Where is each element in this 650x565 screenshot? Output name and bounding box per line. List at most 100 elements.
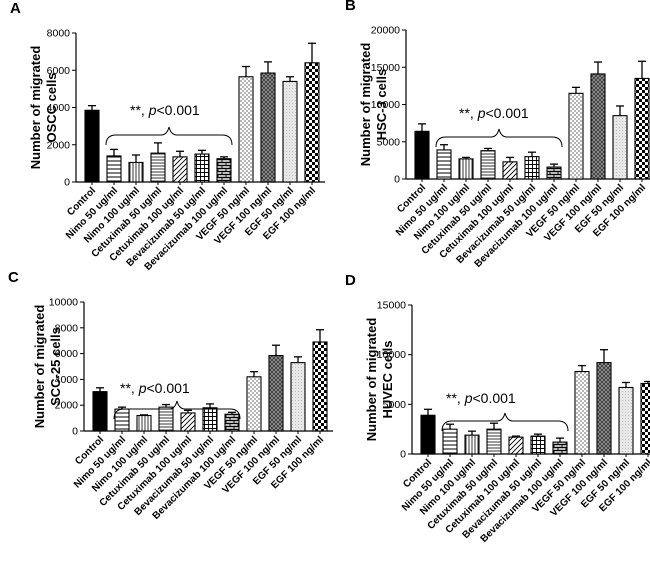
annotation-threshold: <0.001 <box>146 380 189 396</box>
bar <box>114 408 130 432</box>
y-tick-label: 8000 <box>55 322 79 334</box>
bar <box>552 441 568 455</box>
bar <box>524 156 540 180</box>
y-tick-label: 0 <box>72 426 78 438</box>
bar <box>224 413 240 432</box>
y-axis-label: Number of migratedSCC-25 cells <box>32 305 63 429</box>
annotation-threshold: <0.001 <box>156 102 199 118</box>
y-tick-label: 5000 <box>377 136 401 148</box>
y-axis-label-line1: Number of migrated <box>364 318 379 442</box>
y-axis-label: Number of migratedOSCC cells <box>28 46 59 170</box>
bar <box>530 435 546 455</box>
annotation-stars: **, <box>130 102 149 118</box>
y-axis-label-line2: HUVEC cells <box>380 340 395 418</box>
bar <box>312 341 328 432</box>
y-tick-label: 4000 <box>47 102 71 114</box>
bar <box>546 166 562 180</box>
y-tick-label: 15000 <box>371 62 400 74</box>
significance-annotation: **, p<0.001 <box>130 102 200 118</box>
y-axis-label-line2: OSCC cells <box>44 72 59 142</box>
bar <box>282 80 298 183</box>
bar <box>246 376 262 432</box>
bar <box>436 149 452 180</box>
bar <box>596 362 612 455</box>
bar <box>128 161 144 183</box>
panel-letter: C <box>8 269 19 286</box>
bar <box>84 109 100 183</box>
y-axis-label-line1: Number of migrated <box>28 46 43 170</box>
bar <box>260 72 276 183</box>
annotation-p: p <box>464 390 473 406</box>
bar <box>420 414 436 455</box>
panel-d: D Number of migratedHUVEC cells 0 5000 10000… <box>345 272 650 545</box>
annotation-stars: **, <box>446 390 465 406</box>
bar <box>464 434 480 455</box>
bar <box>180 412 196 432</box>
y-tick-label: 10000 <box>377 349 406 361</box>
y-axis-label-line2: SCC-25 cells <box>48 327 63 406</box>
bar <box>486 428 502 455</box>
bar <box>290 362 306 432</box>
significance-bracket <box>113 400 241 420</box>
y-tick-label: 2000 <box>47 139 71 151</box>
panel-c: C Number of migratedSCC-25 cells 0 2000 4000… <box>8 269 333 522</box>
significance-annotation: **, p<0.001 <box>120 380 190 396</box>
y-tick-label: 0 <box>400 449 406 461</box>
bar <box>508 436 524 455</box>
y-axis-label-line2: HSC-3 cells <box>374 69 389 141</box>
y-tick-label: 10000 <box>49 297 78 309</box>
y-tick-label: 4000 <box>55 374 79 386</box>
y-axis-label: Number of migratedHUVEC cells <box>364 318 395 442</box>
bar <box>216 158 232 183</box>
bar <box>194 153 210 183</box>
y-tick-label: 2000 <box>55 400 79 412</box>
y-tick-label: 10000 <box>371 99 400 111</box>
bar <box>92 391 108 432</box>
panel-letter: D <box>345 272 356 289</box>
annotation-stars: **, <box>120 380 139 396</box>
bar <box>634 77 650 180</box>
bar <box>640 382 650 455</box>
y-axis-label-line1: Number of migrated <box>32 305 47 429</box>
annotation-p: p <box>148 102 157 118</box>
bar <box>202 407 218 432</box>
panel-b: B Number of migratedHSC-3 cells 0 5000 10000… <box>345 0 650 270</box>
significance-bracket <box>105 126 233 146</box>
y-axis-label: Number of migratedHSC-3 cells <box>358 43 389 167</box>
annotation-threshold: <0.001 <box>472 390 515 406</box>
annotation-threshold: <0.001 <box>485 105 528 121</box>
annotation-p: p <box>477 105 486 121</box>
bar <box>458 158 474 180</box>
bar <box>268 354 284 432</box>
bar <box>502 161 518 180</box>
bar <box>618 386 634 455</box>
y-tick-label: 6000 <box>55 348 79 360</box>
panel-letter: B <box>345 0 356 14</box>
significance-annotation: **, p<0.001 <box>446 390 516 406</box>
bar <box>590 73 606 180</box>
bar <box>612 115 628 180</box>
significance-annotation: **, p<0.001 <box>459 105 529 121</box>
y-tick-label: 15000 <box>377 300 406 312</box>
y-tick-label: 5000 <box>383 399 407 411</box>
panel-letter: A <box>10 0 21 17</box>
y-tick-label: 6000 <box>47 65 71 77</box>
y-axis-label-line1: Number of migrated <box>358 43 373 167</box>
y-tick-label: 20000 <box>371 25 400 37</box>
y-tick-label: 0 <box>394 174 400 186</box>
bar <box>106 155 122 183</box>
significance-bracket <box>441 412 569 432</box>
bar <box>304 62 320 183</box>
bar <box>150 152 166 183</box>
y-tick-label: 8000 <box>47 28 71 40</box>
bar <box>172 156 188 183</box>
bar <box>414 130 430 180</box>
bar <box>442 428 458 455</box>
panel-a: A Number of migratedOSCC cells 0 2000 4000 60… <box>10 0 325 273</box>
bar <box>238 76 254 183</box>
significance-bracket <box>435 128 563 148</box>
bar <box>568 92 584 180</box>
bar <box>158 406 174 432</box>
bar <box>480 150 496 180</box>
bar <box>136 414 152 432</box>
